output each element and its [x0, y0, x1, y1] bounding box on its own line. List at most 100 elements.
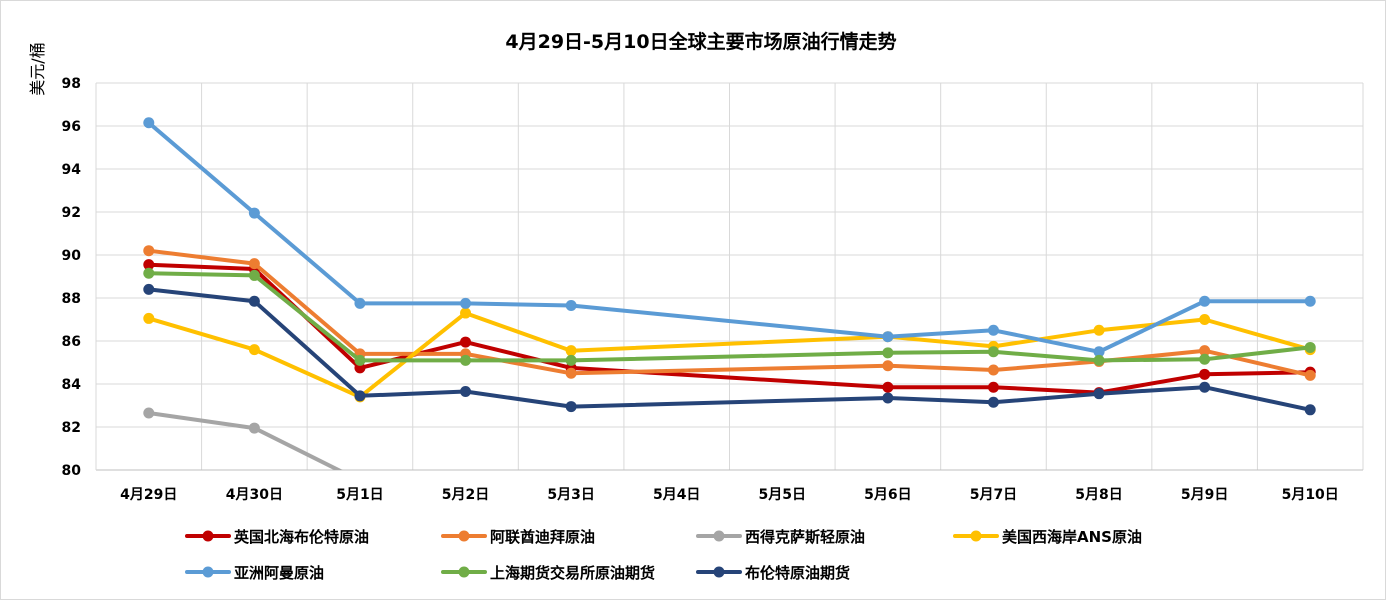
- series-6: [143, 267, 1316, 366]
- data-point: [882, 360, 894, 372]
- x-tick-label: 5月3日: [547, 487, 594, 503]
- y-tick-label: 84: [62, 377, 82, 393]
- chart-title: 4月29日-5月10日全球主要市场原油行情走势: [505, 30, 896, 53]
- legend-label: 美国西海岸ANS原油: [1002, 528, 1142, 546]
- data-point: [460, 354, 472, 366]
- data-point: [1199, 353, 1211, 365]
- data-point: [1199, 381, 1211, 393]
- legend-swatch-marker: [458, 566, 470, 578]
- data-point: [248, 207, 260, 219]
- x-tick-label: 5月8日: [1075, 487, 1122, 503]
- x-tick-label: 4月30日: [226, 487, 283, 503]
- legend: 英国北海布伦特原油 阿联酋迪拜原油 西得克萨斯轻原油 美国西海岸ANS原油亚洲阿曼原油…: [185, 528, 1142, 582]
- legend-item-3: 西得克萨斯轻原油: [696, 528, 865, 546]
- y-tick-label: 80: [62, 463, 82, 479]
- data-point: [1304, 295, 1316, 307]
- legend-item-5: 亚洲阿曼原油: [185, 564, 324, 582]
- x-tick-label: 5月4日: [653, 487, 700, 503]
- data-point: [460, 336, 472, 348]
- data-point: [987, 324, 999, 336]
- legend-swatch-marker: [713, 530, 725, 542]
- data-point: [565, 401, 577, 413]
- legend-item-1: 英国北海布伦特原油: [185, 528, 369, 546]
- legend-label: 英国北海布伦特原油: [234, 528, 369, 546]
- data-point: [1093, 354, 1105, 366]
- data-point: [565, 367, 577, 379]
- series-3: [143, 407, 343, 470]
- data-point: [987, 381, 999, 393]
- legend-swatch-marker: [202, 530, 214, 542]
- data-point: [248, 269, 260, 281]
- data-point: [354, 362, 366, 374]
- series-line: [146, 271, 1313, 363]
- data-point: [882, 347, 894, 359]
- data-point: [248, 344, 260, 356]
- data-point: [565, 345, 577, 357]
- x-tick-label: 5月9日: [1181, 487, 1228, 503]
- legend-swatch-marker: [458, 530, 470, 542]
- y-tick-label: 96: [62, 119, 81, 135]
- legend-label: 亚洲阿曼原油: [234, 564, 324, 582]
- data-point: [143, 117, 155, 129]
- data-point: [460, 307, 472, 319]
- data-point: [565, 354, 577, 366]
- data-point: [143, 407, 155, 419]
- data-point: [882, 331, 894, 343]
- data-point: [1093, 324, 1105, 336]
- legend-swatch-marker: [970, 530, 982, 542]
- series-7: [143, 283, 1316, 416]
- data-point: [143, 283, 155, 295]
- data-point: [987, 364, 999, 376]
- data-point: [882, 381, 894, 393]
- y-tick-label: 94: [62, 162, 82, 178]
- legend-item-6: 上海期货交易所原油期货: [441, 564, 655, 582]
- data-point: [143, 312, 155, 324]
- x-tick-label: 4月29日: [120, 487, 177, 503]
- x-tick-label: 5月1日: [336, 487, 383, 503]
- data-point: [460, 386, 472, 398]
- data-point: [354, 297, 366, 309]
- series-5: [143, 117, 1316, 358]
- data-point: [565, 300, 577, 312]
- series-line: [146, 120, 1313, 354]
- data-point: [1304, 404, 1316, 416]
- data-point: [248, 258, 260, 270]
- data-point: [987, 396, 999, 408]
- y-tick-label: 88: [62, 291, 81, 307]
- data-point: [143, 267, 155, 279]
- x-tick-label: 5月5日: [759, 487, 806, 503]
- x-tick-labels: 4月29日 4月30日 5月1日 5月2日 5月3日 5月4日 5月5日 5月6日 5月7日 5月…: [120, 487, 1339, 503]
- data-point: [1304, 369, 1316, 381]
- legend-swatch-marker: [713, 566, 725, 578]
- data-point: [1093, 346, 1105, 358]
- y-tick-label: 98: [62, 76, 81, 92]
- legend-item-2: 阿联酋迪拜原油: [441, 528, 595, 546]
- data-point: [1199, 345, 1211, 357]
- gridlines: [95, 82, 1364, 470]
- series-line: [146, 287, 1313, 412]
- data-point: [143, 259, 155, 271]
- data-point: [1199, 368, 1211, 380]
- legend-label: 布伦特原油期货: [745, 564, 850, 582]
- legend-item-7: 布伦特原油期货: [696, 564, 850, 582]
- data-point: [248, 295, 260, 307]
- data-point: [987, 346, 999, 358]
- data-point: [354, 390, 366, 402]
- x-tick-label: 5月10日: [1282, 487, 1339, 503]
- x-tick-label: 5月7日: [970, 487, 1017, 503]
- data-point: [354, 354, 366, 366]
- y-tick-label: 90: [62, 248, 82, 264]
- legend-label: 西得克萨斯轻原油: [745, 528, 865, 546]
- data-point: [1199, 314, 1211, 325]
- y-tick-labels: 80 82 84 86 88 90 92 94 96 98: [62, 76, 82, 479]
- series-2: [143, 245, 1316, 381]
- y-tick-label: 82: [62, 420, 81, 436]
- data-point: [1093, 388, 1105, 400]
- data-point: [1304, 341, 1316, 353]
- legend-label: 上海期货交易所原油期货: [490, 564, 655, 582]
- legend-swatch-marker: [202, 566, 214, 578]
- series-lines: [143, 117, 1316, 470]
- data-point: [882, 392, 894, 404]
